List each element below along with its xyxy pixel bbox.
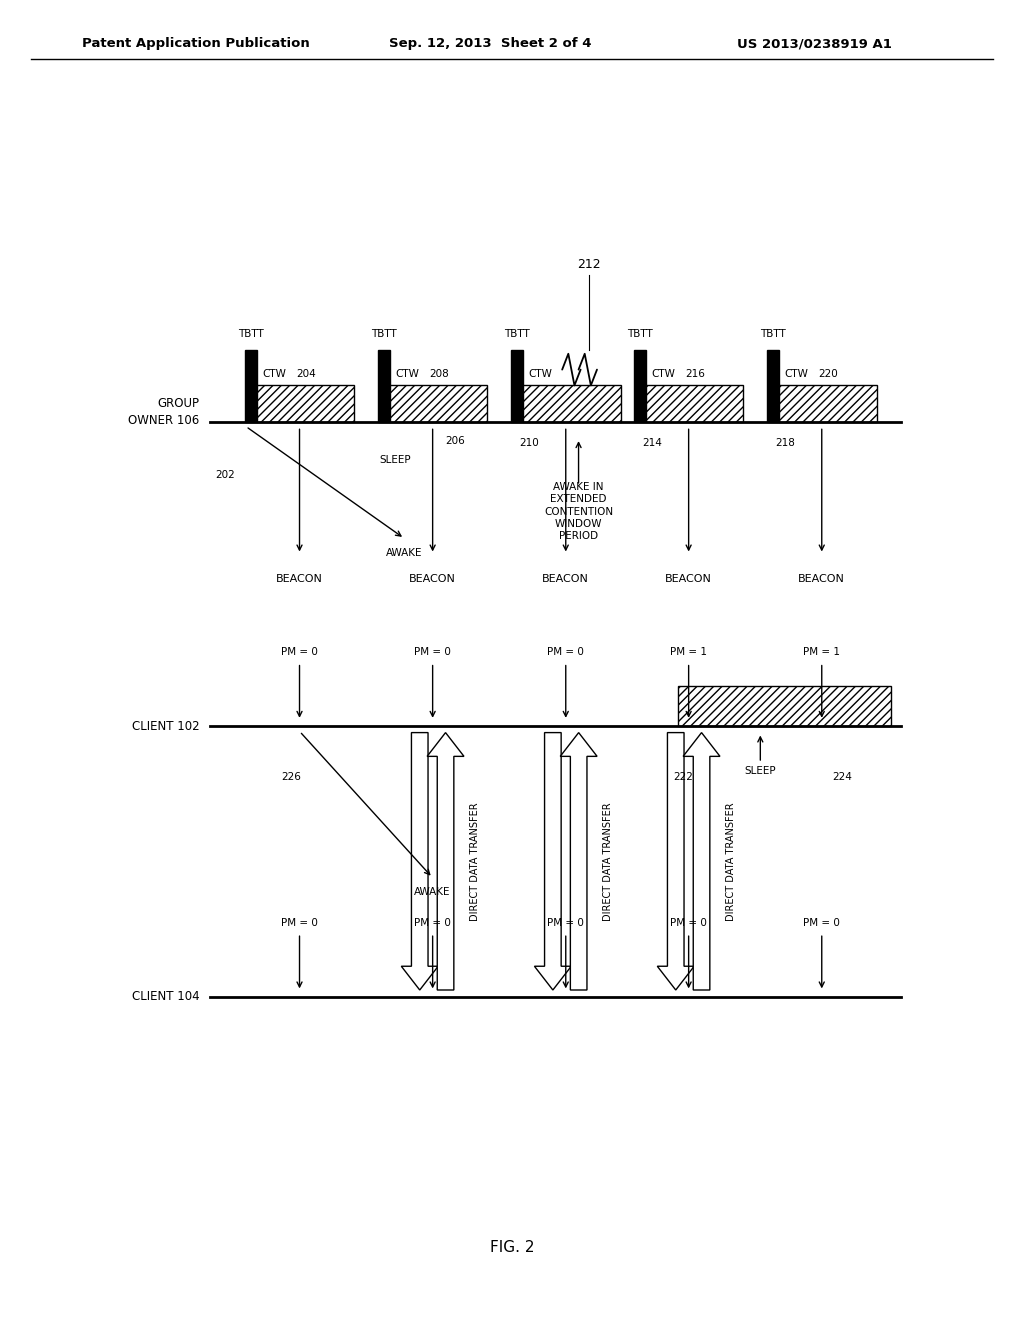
Text: TBTT: TBTT (238, 329, 264, 339)
Polygon shape (427, 733, 464, 990)
Bar (678, 686, 891, 726)
Text: CTW: CTW (651, 368, 675, 379)
Text: PM = 0: PM = 0 (670, 917, 708, 928)
Text: PM = 0: PM = 0 (414, 917, 452, 928)
Text: DIRECT DATA TRANSFER: DIRECT DATA TRANSFER (469, 803, 479, 920)
Text: BEACON: BEACON (543, 574, 589, 585)
Text: SLEEP: SLEEP (379, 455, 411, 466)
Bar (634, 350, 646, 422)
Bar (245, 350, 257, 422)
Text: CTW: CTW (528, 368, 552, 379)
Text: FIG. 2: FIG. 2 (489, 1239, 535, 1255)
Text: 210: 210 (519, 438, 539, 449)
Text: TBTT: TBTT (504, 329, 530, 339)
Polygon shape (560, 733, 597, 990)
Text: CLIENT 104: CLIENT 104 (132, 990, 200, 1003)
Text: 220: 220 (818, 368, 838, 379)
Bar (779, 385, 877, 422)
Text: DIRECT DATA TRANSFER: DIRECT DATA TRANSFER (725, 803, 735, 920)
Text: AWAKE IN
EXTENDED
CONTENTION
WINDOW
PERIOD: AWAKE IN EXTENDED CONTENTION WINDOW PERI… (544, 482, 613, 541)
Bar (523, 385, 621, 422)
Polygon shape (535, 733, 571, 990)
Bar (378, 350, 390, 422)
Polygon shape (683, 733, 720, 990)
Text: 212: 212 (577, 257, 601, 271)
Text: BEACON: BEACON (276, 574, 323, 585)
Text: PM = 0: PM = 0 (281, 647, 318, 657)
Bar (646, 385, 743, 422)
Text: US 2013/0238919 A1: US 2013/0238919 A1 (737, 37, 892, 50)
Polygon shape (401, 733, 438, 990)
Text: SLEEP: SLEEP (744, 766, 776, 776)
Text: PM = 1: PM = 1 (670, 647, 708, 657)
Text: TBTT: TBTT (371, 329, 397, 339)
Text: 204: 204 (296, 368, 315, 379)
Text: Sep. 12, 2013  Sheet 2 of 4: Sep. 12, 2013 Sheet 2 of 4 (389, 37, 592, 50)
Text: BEACON: BEACON (799, 574, 845, 585)
Bar (511, 350, 523, 422)
Text: GROUP
OWNER 106: GROUP OWNER 106 (128, 397, 200, 426)
Text: 226: 226 (282, 772, 301, 783)
Text: 214: 214 (642, 438, 662, 449)
Text: PM = 0: PM = 0 (414, 647, 452, 657)
Text: 208: 208 (429, 368, 449, 379)
Text: PM = 0: PM = 0 (803, 917, 841, 928)
Text: PM = 0: PM = 0 (547, 647, 585, 657)
Text: 218: 218 (775, 438, 795, 449)
Text: TBTT: TBTT (760, 329, 786, 339)
Polygon shape (657, 733, 694, 990)
Bar (767, 350, 779, 422)
Bar (257, 385, 354, 422)
Text: CLIENT 102: CLIENT 102 (132, 719, 200, 733)
Text: Patent Application Publication: Patent Application Publication (82, 37, 309, 50)
Text: CTW: CTW (395, 368, 419, 379)
Text: 224: 224 (833, 772, 852, 783)
Bar (390, 385, 487, 422)
Text: BEACON: BEACON (410, 574, 456, 585)
Text: 202: 202 (215, 470, 236, 480)
Text: TBTT: TBTT (627, 329, 653, 339)
Text: AWAKE: AWAKE (386, 548, 423, 558)
Text: BEACON: BEACON (666, 574, 712, 585)
Text: AWAKE: AWAKE (415, 887, 451, 898)
Text: PM = 0: PM = 0 (547, 917, 585, 928)
Text: PM = 1: PM = 1 (803, 647, 841, 657)
Text: 222: 222 (674, 772, 693, 783)
Text: PM = 0: PM = 0 (281, 917, 318, 928)
Text: DIRECT DATA TRANSFER: DIRECT DATA TRANSFER (602, 803, 612, 920)
Text: 206: 206 (445, 436, 465, 446)
Text: CTW: CTW (262, 368, 286, 379)
Text: CTW: CTW (784, 368, 808, 379)
Text: 216: 216 (685, 368, 705, 379)
